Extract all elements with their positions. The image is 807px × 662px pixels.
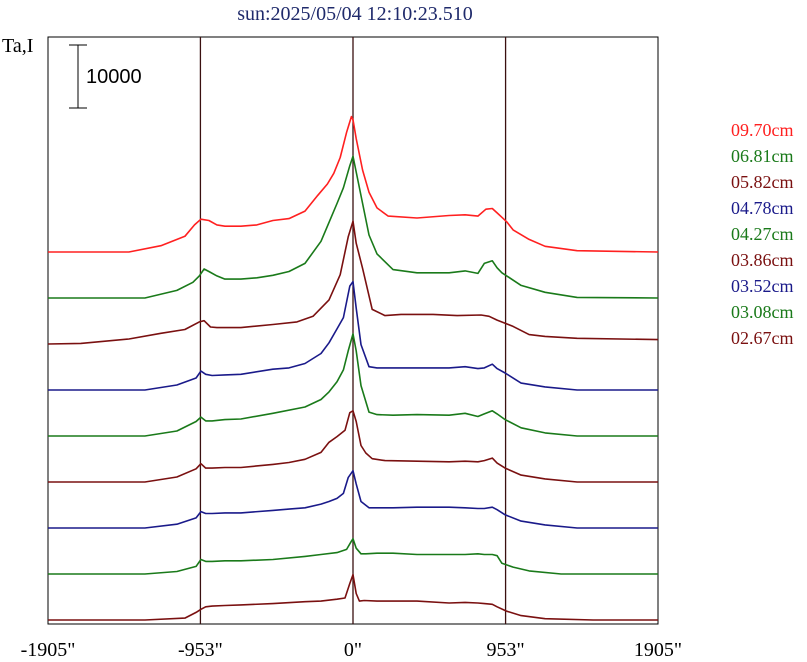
- legend-entry-05.82cm: 05.82cm: [731, 172, 794, 192]
- series-line-04.27cm: [48, 333, 658, 437]
- legend-entry-04.78cm: 04.78cm: [731, 198, 794, 218]
- legend-entry-03.08cm: 03.08cm: [731, 302, 794, 322]
- series-line-03.52cm: [48, 469, 658, 529]
- chart-title: sun:2025/05/04 12:10:23.510: [237, 3, 473, 25]
- x-tick-label-4: 1905": [634, 639, 682, 661]
- scale-bar-label: 10000: [86, 66, 142, 88]
- series-line-06.81cm: [48, 155, 659, 299]
- legend-entry-03.86cm: 03.86cm: [731, 250, 794, 270]
- x-tick-labels: -1905" -953" 0" 953" 1905": [21, 639, 683, 661]
- legend-entry-02.67cm: 02.67cm: [731, 328, 794, 348]
- x-tick-label-3: 953": [486, 639, 524, 661]
- x-tick-label-0: -1905": [21, 639, 76, 661]
- reference-lines: [199, 37, 507, 624]
- legend-entry-09.70cm: 09.70cm: [731, 120, 794, 140]
- series-group: [47, 115, 659, 621]
- x-tick-label-2: 0": [344, 639, 362, 661]
- series-line-03.08cm: [48, 537, 658, 575]
- series-line-04.78cm: [48, 280, 658, 391]
- legend-entry-06.81cm: 06.81cm: [731, 146, 794, 166]
- series-line-03.86cm: [48, 409, 658, 483]
- legend-entry-03.52cm: 03.52cm: [731, 276, 794, 296]
- x-tick-label-1: -953": [178, 639, 223, 661]
- scale-bar: 10000: [69, 44, 142, 109]
- y-axis-label: Ta,I: [2, 35, 33, 57]
- legend: 09.70cm 06.81cm 05.82cm 04.78cm 04.27cm 03.86…: [731, 120, 794, 348]
- series-line-05.82cm: [47, 220, 659, 345]
- legend-entry-04.27cm: 04.27cm: [731, 224, 794, 244]
- series-line-02.67cm: [48, 573, 658, 621]
- series-line-09.70cm: [48, 115, 659, 253]
